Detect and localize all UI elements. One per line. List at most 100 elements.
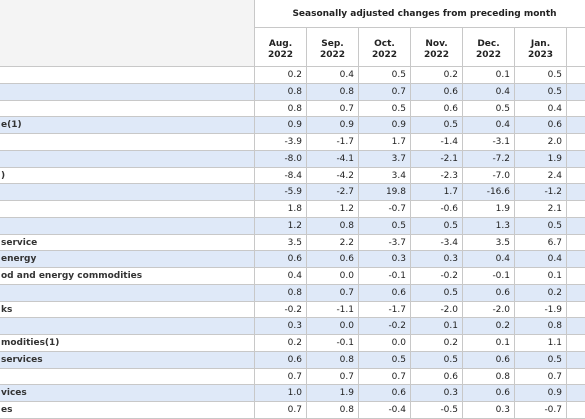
value-cell xyxy=(567,150,585,168)
value-cell xyxy=(567,268,585,285)
group-header: Seasonally adjusted changes from precedi… xyxy=(255,0,585,28)
row-label xyxy=(0,83,255,101)
value-cell: 0.1 xyxy=(515,268,567,285)
column-year: 2023 xyxy=(527,50,554,60)
value-cell: 0.7 xyxy=(359,83,411,101)
value-cell: 0.5 xyxy=(515,217,567,235)
value-cell: 0.6 xyxy=(463,351,515,369)
column-year: 2022 xyxy=(371,50,398,60)
row-label xyxy=(0,318,255,335)
value-cell: 0.0 xyxy=(307,268,359,285)
value-cell: 0.4 xyxy=(463,251,515,268)
value-cell: 0.4 xyxy=(515,251,567,268)
row-label xyxy=(0,100,255,118)
value-cell: 2.1 xyxy=(515,201,567,218)
row-label xyxy=(0,134,255,151)
value-cell: -3.4 xyxy=(411,234,463,252)
value-cell: 0.5 xyxy=(515,351,567,369)
value-cell: 0.8 xyxy=(463,368,515,386)
value-cell: -0.7 xyxy=(515,402,567,419)
value-cell: 0.5 xyxy=(411,351,463,369)
value-cell: -7.0 xyxy=(463,167,515,185)
row-label xyxy=(0,67,255,84)
value-cell: 2.2 xyxy=(307,234,359,252)
value-cell: 0.0 xyxy=(359,335,411,352)
column-header: Sep. 2022 xyxy=(307,28,359,67)
row-label: energy xyxy=(0,251,255,268)
value-cell: 3.7 xyxy=(359,150,411,168)
value-cell: 1.8 xyxy=(255,201,307,218)
value-cell: 3.5 xyxy=(255,234,307,252)
value-cell: 0.6 xyxy=(359,385,411,402)
value-cell: 0.9 xyxy=(515,385,567,402)
value-cell: -1.4 xyxy=(411,134,463,151)
value-cell: -0.6 xyxy=(411,201,463,218)
value-cell: 0.6 xyxy=(307,251,359,268)
value-cell xyxy=(567,67,585,84)
row-label: od and energy commodities xyxy=(0,268,255,285)
value-cell: -0.1 xyxy=(359,268,411,285)
column-header: Dec. 2022 xyxy=(463,28,515,67)
column-month: Jan. xyxy=(530,39,551,49)
value-cell: 0.1 xyxy=(463,67,515,84)
row-label xyxy=(0,368,255,386)
value-cell: -4.1 xyxy=(307,150,359,168)
value-cell: 0.4 xyxy=(515,100,567,118)
column-month: Dec. xyxy=(477,39,500,49)
value-cell: 0.8 xyxy=(255,284,307,302)
value-cell: -3.9 xyxy=(255,134,307,151)
value-cell: 0.5 xyxy=(359,67,411,84)
value-cell: 1.0 xyxy=(255,385,307,402)
value-cell: 3.5 xyxy=(463,234,515,252)
value-cell: 0.7 xyxy=(307,284,359,302)
value-cell: 0.6 xyxy=(255,251,307,268)
value-cell: -1.1 xyxy=(307,301,359,319)
value-cell: 0.6 xyxy=(411,100,463,118)
value-cell xyxy=(567,318,585,335)
value-cell: -2.7 xyxy=(307,184,359,201)
column-header: Oct. 2022 xyxy=(359,28,411,67)
column-month: Nov. xyxy=(425,39,448,49)
value-cell: 0.5 xyxy=(515,67,567,84)
value-cell xyxy=(567,385,585,402)
row-label: vices xyxy=(0,385,255,402)
value-cell xyxy=(567,83,585,101)
value-cell: 1.3 xyxy=(463,217,515,235)
value-cell xyxy=(567,335,585,352)
value-cell: 0.7 xyxy=(255,368,307,386)
value-cell: -7.2 xyxy=(463,150,515,168)
value-cell: 2.4 xyxy=(515,167,567,185)
column-month: F xyxy=(567,39,585,49)
value-cell: 1.1 xyxy=(515,335,567,352)
value-cell xyxy=(567,402,585,419)
value-cell: 0.5 xyxy=(411,217,463,235)
value-cell: -8.4 xyxy=(255,167,307,185)
value-cell: 0.6 xyxy=(359,284,411,302)
value-cell xyxy=(567,351,585,369)
value-cell: -2.1 xyxy=(411,150,463,168)
value-cell: 0.2 xyxy=(463,318,515,335)
value-cell: -1.7 xyxy=(359,301,411,319)
value-cell xyxy=(567,134,585,151)
value-cell: 0.6 xyxy=(255,351,307,369)
column-year: 2022 xyxy=(319,50,346,60)
value-cell: 0.7 xyxy=(255,402,307,419)
column-year: 2022 xyxy=(475,50,502,60)
value-cell: 0.6 xyxy=(411,83,463,101)
column-month: Sep. xyxy=(321,39,344,49)
value-cell xyxy=(567,302,585,319)
value-cell xyxy=(567,101,585,118)
value-cell xyxy=(567,117,585,134)
value-cell: 0.7 xyxy=(515,368,567,386)
value-cell: 0.1 xyxy=(463,335,515,352)
value-cell: 0.6 xyxy=(411,368,463,386)
value-cell: 0.4 xyxy=(307,67,359,84)
value-cell: 0.8 xyxy=(307,402,359,419)
row-label xyxy=(0,184,255,201)
value-cell: 0.8 xyxy=(307,83,359,101)
value-cell: 0.0 xyxy=(307,318,359,335)
value-cell: 1.2 xyxy=(307,201,359,218)
value-cell: 0.5 xyxy=(359,100,411,118)
column-year: 2022 xyxy=(423,50,450,60)
